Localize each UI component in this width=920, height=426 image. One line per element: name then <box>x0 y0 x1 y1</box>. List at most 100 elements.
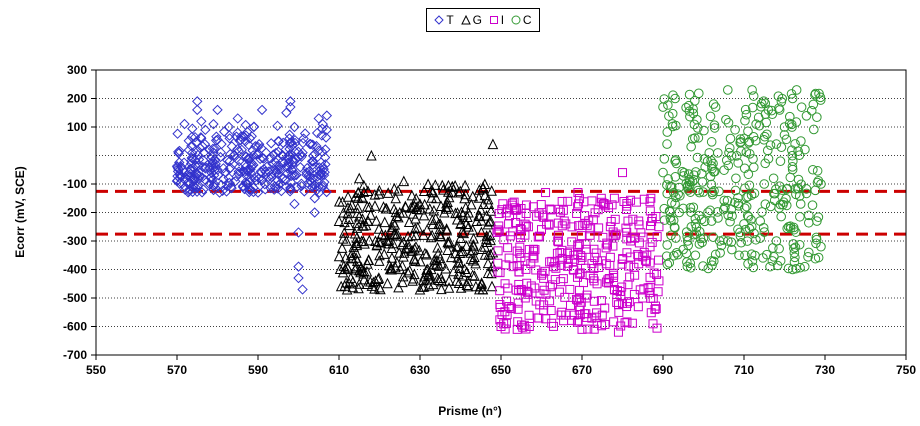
data-point <box>379 216 391 228</box>
data-point <box>369 188 381 200</box>
data-point <box>694 239 705 249</box>
data-point <box>789 257 800 267</box>
data-point <box>286 170 297 181</box>
data-point <box>754 120 765 131</box>
data-point <box>663 100 673 110</box>
data-point <box>741 109 752 120</box>
data-point <box>775 156 786 166</box>
data-point <box>553 236 563 246</box>
data-point <box>622 199 632 209</box>
data-point <box>650 301 660 311</box>
data-point <box>710 166 720 177</box>
data-point <box>790 139 800 149</box>
data-point <box>342 201 354 213</box>
data-point <box>539 212 549 222</box>
data-point <box>692 123 703 133</box>
data-point <box>769 252 779 262</box>
data-point <box>627 318 637 328</box>
data-point <box>185 163 196 174</box>
data-point <box>309 179 320 191</box>
data-point <box>214 187 225 198</box>
data-point <box>766 105 777 116</box>
data-point <box>510 205 520 215</box>
data-point <box>500 324 510 334</box>
data-point <box>285 96 296 107</box>
data-point <box>498 199 508 209</box>
data-point <box>406 189 418 201</box>
data-point <box>293 227 304 238</box>
data-point <box>208 118 219 130</box>
data-point <box>734 250 744 261</box>
data-point <box>494 221 504 231</box>
data-point <box>681 102 691 113</box>
data-point <box>296 151 307 162</box>
data-point <box>410 192 422 204</box>
data-point <box>603 275 613 285</box>
data-point <box>333 250 345 262</box>
data-point <box>587 259 597 269</box>
data-point <box>295 162 306 173</box>
data-point <box>673 249 683 260</box>
data-point <box>710 102 721 112</box>
data-point <box>529 246 539 256</box>
data-point <box>590 208 600 218</box>
data-point <box>557 196 567 206</box>
data-point <box>638 252 648 262</box>
data-point <box>795 262 805 273</box>
data-point <box>735 137 746 147</box>
data-point <box>442 244 453 255</box>
data-point <box>675 190 685 201</box>
data-point <box>200 175 211 186</box>
data-point <box>608 231 618 241</box>
data-point <box>662 259 673 270</box>
data-point <box>174 157 185 168</box>
data-point <box>231 171 242 182</box>
data-point <box>185 173 196 184</box>
y-axis-ticks: 300 200 100 -100 -200 -300 -400 -500 -600 -700 <box>63 63 96 362</box>
data-point <box>285 182 296 194</box>
data-point <box>573 188 583 198</box>
data-point <box>425 231 437 243</box>
data-point <box>813 175 824 186</box>
data-point <box>421 224 433 235</box>
data-point <box>596 296 606 306</box>
data-point <box>556 310 566 320</box>
data-point <box>308 162 319 174</box>
data-point <box>790 252 800 263</box>
data-point <box>790 183 801 194</box>
data-point <box>287 154 299 166</box>
data-point <box>333 195 345 207</box>
data-point <box>779 122 790 132</box>
data-point <box>266 171 277 183</box>
data-point <box>597 256 607 266</box>
data-point <box>727 244 737 255</box>
data-point <box>678 203 688 214</box>
data-point <box>767 109 778 120</box>
data-point <box>260 184 271 195</box>
data-point <box>619 196 629 206</box>
data-point <box>286 164 297 175</box>
data-point <box>633 249 643 259</box>
data-point <box>515 224 525 234</box>
data-point <box>447 186 458 198</box>
data-point <box>574 199 584 209</box>
data-point <box>774 243 784 254</box>
data-point <box>174 172 186 184</box>
data-point <box>501 318 511 328</box>
data-point <box>384 259 395 271</box>
y-tick-label: 300 <box>67 63 87 77</box>
data-point <box>671 120 681 131</box>
data-point <box>735 134 746 144</box>
y-tick-label: -500 <box>63 291 87 305</box>
data-point <box>320 159 331 170</box>
data-point <box>589 324 599 334</box>
data-point <box>652 269 662 279</box>
data-point <box>339 263 351 275</box>
x-axis-ticks: 550 570 590 610 630 650 670 690 710 730 750 <box>86 355 916 377</box>
data-point <box>486 280 498 292</box>
data-point <box>273 169 284 180</box>
x-tick-label: 690 <box>653 363 673 377</box>
data-point <box>652 232 662 242</box>
data-point <box>594 223 604 233</box>
data-point <box>579 278 588 288</box>
